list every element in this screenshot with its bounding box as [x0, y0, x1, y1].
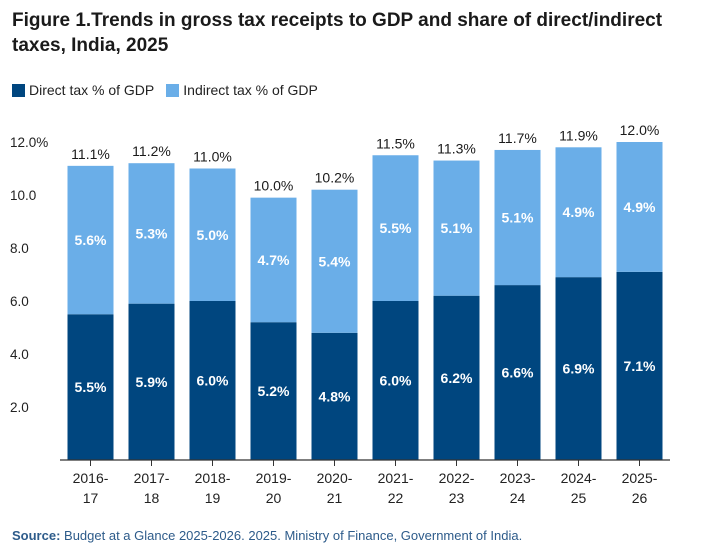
x-tick-label: 2024-25 [561, 470, 597, 506]
x-tick-label: 2018-19 [195, 470, 231, 506]
data-label-direct: 5.2% [258, 383, 290, 399]
bar-indirect-0 [67, 165, 114, 315]
y-tick-label: 6.0 [10, 294, 29, 309]
y-tick-label: 4.0 [10, 347, 29, 362]
data-label-direct: 7.1% [624, 358, 656, 374]
data-label-direct: 5.5% [75, 379, 107, 395]
data-label-indirect: 5.3% [136, 225, 168, 241]
x-tick-label: 2019-20 [256, 470, 292, 506]
bar-direct-3 [250, 322, 297, 460]
legend-label-indirect: Indirect tax % of GDP [183, 82, 318, 98]
data-label-direct: 4.8% [319, 388, 351, 404]
bar-indirect-6 [433, 160, 480, 296]
bar-direct-2 [189, 301, 236, 460]
x-tick-label: 2021-22 [378, 470, 414, 506]
bar-direct-6 [433, 295, 480, 460]
legend-swatch-direct [12, 83, 25, 97]
x-tick-label: 2020-21 [317, 470, 353, 506]
data-label-total: 11.0% [193, 149, 232, 165]
data-label-total: 10.2% [315, 170, 355, 186]
data-label-direct: 6.0% [380, 373, 412, 389]
bar-indirect-1 [128, 163, 175, 304]
data-label-total: 11.9% [559, 127, 598, 143]
bar-indirect-5 [372, 155, 419, 301]
data-label-indirect: 5.1% [502, 210, 534, 226]
x-tick-label: 2016-17 [73, 470, 109, 506]
bar-indirect-9 [616, 142, 663, 272]
data-label-indirect: 4.9% [624, 199, 656, 215]
data-label-indirect: 4.9% [563, 204, 595, 220]
data-label-indirect: 5.6% [75, 232, 107, 248]
bar-direct-8 [555, 277, 602, 460]
bar-direct-9 [616, 271, 663, 460]
legend-swatch-indirect [166, 83, 180, 97]
data-label-indirect: 5.0% [197, 227, 229, 243]
legend-item-direct: Direct tax % of GDP [12, 82, 154, 98]
x-tick-label: 2023-24 [500, 470, 536, 506]
bar-indirect-3 [250, 197, 297, 323]
bar-indirect-2 [189, 168, 236, 301]
bar-indirect-7 [494, 149, 541, 286]
bar-direct-7 [494, 285, 541, 460]
data-label-direct: 5.9% [136, 374, 168, 390]
chart-title: Figure 1.Trends in gross tax receipts to… [12, 10, 663, 56]
data-label-total: 11.2% [132, 143, 171, 159]
y-tick-label: 8.0 [10, 241, 29, 256]
legend-label-direct: Direct tax % of GDP [29, 82, 155, 98]
y-tick-label: 10.0 [10, 188, 36, 203]
data-label-direct: 6.6% [502, 365, 534, 381]
source-text: Budget at a Glance 2025-2026. 2025. Mini… [64, 528, 523, 543]
data-label-indirect: 4.7% [258, 252, 290, 268]
data-label-direct: 6.9% [563, 361, 595, 377]
x-tick-label: 2025-26 [622, 470, 658, 506]
data-label-direct: 6.0% [197, 373, 229, 389]
bar-direct-1 [128, 303, 175, 460]
data-label-indirect: 5.4% [319, 253, 351, 269]
bar-direct-4 [311, 332, 358, 460]
source-label: Source: [12, 528, 61, 543]
data-label-total: 12.0% [620, 122, 660, 138]
data-label-total: 11.7% [498, 130, 537, 146]
data-label-indirect: 5.1% [441, 220, 473, 236]
legend: Direct tax % of GDP Indirect tax % of GD… [12, 80, 330, 100]
data-label-total: 10.0% [254, 178, 294, 194]
y-tick-label: 2.0 [10, 400, 29, 415]
stacked-bar-chart: 2.0 4.0 6.0 8.0 10.0 12.0% 5.5% 5.6% 11.1% 2016-1… [10, 122, 670, 506]
data-label-total: 11.3% [437, 141, 476, 157]
bar-direct-0 [67, 314, 114, 460]
data-label-direct: 6.2% [441, 370, 473, 386]
y-tick-label: 12.0% [10, 135, 48, 150]
data-label-indirect: 5.5% [380, 220, 412, 236]
source-note: Source: Budget at a Glance 2025-2026. 20… [12, 528, 522, 543]
data-label-total: 11.1% [71, 146, 110, 162]
legend-item-indirect: Indirect tax % of GDP [166, 82, 318, 98]
bar-indirect-4 [311, 189, 358, 333]
bar-direct-5 [372, 301, 419, 460]
data-label-total: 11.5% [376, 135, 415, 151]
x-tick-label: 2017-18 [134, 470, 170, 506]
x-tick-label: 2022-23 [439, 470, 475, 506]
bar-indirect-8 [555, 147, 602, 278]
